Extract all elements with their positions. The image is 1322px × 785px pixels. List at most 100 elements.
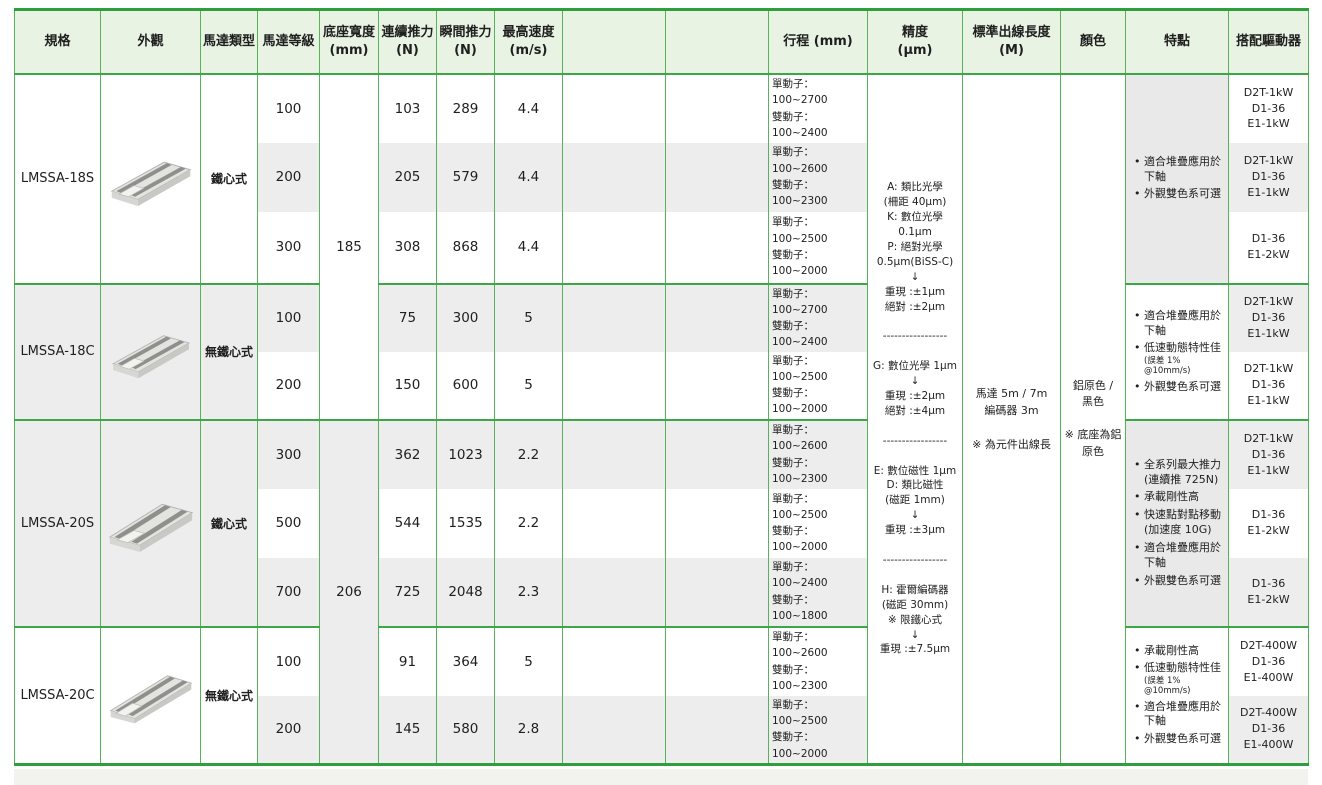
peak-force-cell: 300 <box>436 282 495 352</box>
motor-type-cell-20c: 無鐵心式 <box>200 625 258 765</box>
cable-length-cell: 馬達 5m / 7m 編碼器 3m ※ 為元件出線長 <box>962 73 1061 765</box>
drivers-cell: D2T-400W D1-36 E1-400W <box>1228 695 1309 765</box>
empty-cell <box>562 142 666 212</box>
max-speed-cell: 2.8 <box>494 695 563 765</box>
empty-cell <box>665 625 769 696</box>
max-speed-cell: 4.4 <box>494 211 563 284</box>
linear-stage-image <box>110 161 191 206</box>
empty-cell <box>562 488 666 558</box>
appearance-cell-lmssa-18c <box>100 282 201 420</box>
stroke-cell: 單動子：100~2600 雙動子：100~2300 <box>768 142 868 212</box>
stroke-cell: 單動子：100~2700 雙動子：100~2400 <box>768 73 868 143</box>
row-20c-100: LMSSA-20C 無鐵心式 100 91 364 5 單動子：100~2600… <box>14 625 1309 765</box>
feature-item: 低速動態特性佳 (誤差 1% @10mm/s) <box>1133 661 1223 696</box>
drivers-cell: D1-36 E1-2kW <box>1228 488 1309 558</box>
stroke-cell: 單動子：100~2500 雙動子：100~2000 <box>768 695 868 765</box>
empty-cell <box>562 695 666 765</box>
cont-force-cell: 145 <box>378 695 437 765</box>
row-18c-200: 200 150 600 5 單動子：100~2500 雙動子：100~2000 … <box>15 351 1309 420</box>
empty-cell <box>562 351 666 420</box>
features-cell-18s: 適合堆疊應用於下軸 外觀雙色系可選 <box>1125 73 1229 284</box>
stroke-cell: 單動子：100~2400 雙動子：100~1800 <box>768 557 868 627</box>
empty-cell <box>665 418 769 489</box>
feature-item: 適合堆疊應用於下軸 <box>1133 700 1223 730</box>
cont-force-cell: 150 <box>378 351 437 420</box>
empty-cell <box>562 211 666 284</box>
feature-item: 快速點對點移動 (加速度 10G) <box>1133 508 1223 538</box>
max-speed-cell: 2.3 <box>494 557 563 627</box>
motor-type-cell-18s: 鐵心式 <box>200 73 258 284</box>
max-speed-cell: 2.2 <box>494 418 563 489</box>
max-speed-cell: 2.2 <box>494 488 563 558</box>
grade-cell: 100 <box>257 625 320 696</box>
drivers-cell: D2T-1kW D1-36 E1-1kW <box>1228 142 1309 212</box>
peak-force-cell: 2048 <box>436 557 495 627</box>
empty-cell <box>665 695 769 765</box>
max-speed-cell: 4.4 <box>494 142 563 212</box>
features-cell-18c: 適合堆疊應用於下軸 低速動態特性佳 (誤差 1% @10mm/s) 外觀雙色系可… <box>1125 282 1229 420</box>
empty-cell <box>665 282 769 352</box>
col-header-appearance: 外觀 <box>100 9 201 75</box>
feature-note: (誤差 1% @10mm/s) <box>1144 676 1191 697</box>
drivers-cell: D2T-1kW D1-36 E1-1kW <box>1228 282 1309 352</box>
spec-table: 規格 外觀 馬達類型 馬達等級 底座寬度 (mm) 連續推力 (N) 瞬間推力 … <box>14 8 1309 767</box>
grade-cell: 200 <box>257 142 320 212</box>
empty-cell <box>665 557 769 627</box>
peak-force-cell: 600 <box>436 351 495 420</box>
empty-cell <box>562 418 666 489</box>
grade-cell: 300 <box>257 418 320 489</box>
col-header-cont-force: 連續推力 (N) <box>378 9 437 75</box>
grade-cell: 700 <box>257 557 320 627</box>
max-speed-cell: 5 <box>494 625 563 696</box>
max-speed-cell: 5 <box>494 351 563 420</box>
col-header-features: 特點 <box>1125 9 1229 75</box>
base-width-cell-18: 185 <box>319 73 379 420</box>
feature-item: 低速動態特性佳 (誤差 1% @10mm/s) <box>1133 341 1223 376</box>
col-header-color: 顏色 <box>1060 9 1126 75</box>
col-header-empty-2 <box>665 9 769 75</box>
linear-stage-image <box>111 334 190 378</box>
empty-cell <box>665 73 769 143</box>
base-width-cell-20: 206 <box>319 418 379 765</box>
peak-force-cell: 1535 <box>436 488 495 558</box>
feature-note: (誤差 1% @10mm/s) <box>1144 356 1191 377</box>
grade-cell: 100 <box>257 282 320 352</box>
empty-cell <box>665 211 769 284</box>
row-18s-300: 300 308 868 4.4 單動子：100~2500 雙動子：100~200… <box>15 211 1309 284</box>
cont-force-cell: 103 <box>378 73 437 143</box>
drivers-cell: D2T-400W D1-36 E1-400W <box>1228 625 1309 696</box>
empty-cell <box>562 73 666 143</box>
empty-cell <box>562 557 666 627</box>
empty-cell <box>665 142 769 212</box>
grade-cell: 200 <box>257 351 320 420</box>
feature-item: 外觀雙色系可選 <box>1133 380 1223 395</box>
empty-cell <box>665 351 769 420</box>
appearance-cell-lmssa-20c <box>100 625 201 765</box>
linear-stage-image <box>109 675 192 724</box>
grade-cell: 100 <box>257 73 320 143</box>
max-speed-cell: 5 <box>494 282 563 352</box>
linear-stage-image <box>108 503 193 553</box>
feature-item: 外觀雙色系可選 <box>1133 574 1223 589</box>
appearance-cell-lmssa-20s <box>100 418 201 627</box>
cont-force-cell: 362 <box>378 418 437 489</box>
col-header-peak-force: 瞬間推力 (N) <box>436 9 495 75</box>
row-20s-500: 500 544 1535 2.2 單動子：100~2500 雙動子：100~20… <box>15 488 1309 558</box>
col-header-cable-length: 標準出線長度 (M) <box>962 9 1061 75</box>
row-18s-100: LMSSA-18S 鐵心式 100 185 103 289 4.4 單動子：10… <box>14 73 1309 765</box>
stroke-cell: 單動子：100~2700 雙動子：100~2400 <box>768 282 868 352</box>
cont-force-cell: 725 <box>378 557 437 627</box>
spec-cell-lmssa-18s: LMSSA-18S <box>14 73 101 284</box>
empty-cell <box>562 282 666 352</box>
col-header-stroke: 行程 (mm) <box>768 9 868 75</box>
cont-force-cell: 544 <box>378 488 437 558</box>
stroke-cell: 單動子：100~2500 雙動子：100~2000 <box>768 488 868 558</box>
row-20s-700: 700 725 2048 2.3 單動子：100~2400 雙動子：100~18… <box>15 557 1309 627</box>
feature-item: 適合堆疊應用於下軸 <box>1133 155 1223 185</box>
peak-force-cell: 364 <box>436 625 495 696</box>
col-header-max-speed: 最高速度 (m/s) <box>494 9 563 75</box>
peak-force-cell: 868 <box>436 211 495 284</box>
peak-force-cell: 289 <box>436 73 495 143</box>
feature-item: 全系列最大推力 (連續推 725N) <box>1133 458 1223 488</box>
